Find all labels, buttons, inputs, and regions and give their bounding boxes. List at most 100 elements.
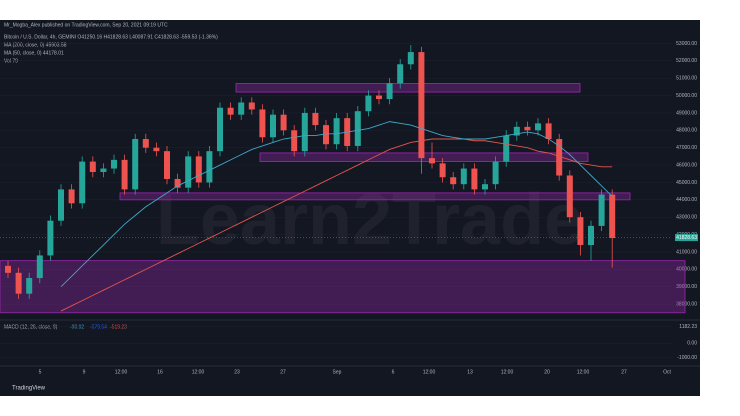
y-tick-label: 41000.00 <box>676 249 697 255</box>
x-tick-label: 16 <box>157 369 163 375</box>
candle-body <box>58 189 64 221</box>
candle-body <box>89 161 96 173</box>
candle-body <box>577 217 584 246</box>
candle-body <box>418 52 425 159</box>
candle-body <box>68 189 75 204</box>
watermark: Learn2Trade <box>156 180 584 260</box>
candle-body <box>280 114 287 131</box>
y-tick-label: 48000.00 <box>676 128 697 134</box>
macd-title: MACD (12, 26, close, 9) <box>4 324 58 330</box>
candle-body <box>333 118 340 145</box>
footer: TradingView <box>12 386 46 392</box>
x-tick-label: 5 <box>39 369 42 375</box>
candle-body <box>142 139 149 148</box>
candle-body <box>153 147 160 152</box>
candle-body <box>566 175 573 218</box>
macd-value: -579.54 <box>90 324 107 330</box>
candle-body <box>312 112 319 126</box>
macd-tick-label: -1000.00 <box>677 355 697 361</box>
zone <box>0 260 686 314</box>
candle-body <box>291 130 298 152</box>
candle-body <box>407 52 414 65</box>
candle-body <box>100 168 107 173</box>
ma-line <box>60 138 613 312</box>
y-tick-label: 45000.00 <box>676 180 697 186</box>
header: Mr_Mogba_Alex published on TradingView.c… <box>4 22 168 28</box>
candle-body <box>460 168 467 185</box>
candle-body <box>301 112 308 152</box>
x-tick-label: 12:00 <box>501 369 514 375</box>
candle-body <box>503 135 510 162</box>
zone <box>235 82 581 93</box>
macd-value: -90.92 <box>70 324 84 330</box>
legend-line: Vol 79 <box>4 58 18 64</box>
legend-line: MA (200, close, 0) 45903.58 <box>4 42 67 48</box>
candle-body <box>238 102 245 115</box>
x-tick-label: 9 <box>83 369 86 375</box>
x-tick-label: 12:00 <box>192 369 205 375</box>
x-tick-label: 20 <box>544 369 550 375</box>
candle-body <box>5 265 11 273</box>
macd-tick-label: 1182.23 <box>679 324 697 330</box>
candle-body <box>26 278 33 294</box>
y-tick-label: 49000.00 <box>676 110 697 116</box>
legend-line: Bitcoin / U.S. Dollar, 4h, GEMINI O41250… <box>4 34 218 40</box>
candle-body <box>217 107 223 152</box>
candle-body <box>397 64 404 84</box>
candle-body <box>492 161 499 185</box>
candle-body <box>450 177 457 185</box>
candle-body <box>376 95 382 100</box>
x-tick-label: 6 <box>392 369 395 375</box>
x-tick-label: 12:00 <box>577 369 590 375</box>
candle-body <box>439 163 446 178</box>
legend-line: MA (50, close, 0) 44178.01 <box>4 50 64 56</box>
candle-body <box>248 102 255 110</box>
macd-value: -519.23 <box>110 324 127 330</box>
ma-line <box>60 121 613 288</box>
candle-body <box>79 161 86 204</box>
candle-body <box>354 111 361 146</box>
x-tick-label: Oct <box>663 369 671 375</box>
y-tick-label: 44000.00 <box>676 197 697 203</box>
x-tick-label: 12:00 <box>115 369 128 375</box>
y-tick-label: 53000.00 <box>676 41 697 47</box>
candle-body <box>259 109 266 138</box>
candle-body <box>15 272 22 294</box>
candle-body <box>556 139 563 176</box>
candle-body <box>270 114 276 138</box>
candle-body <box>174 178 181 188</box>
candle-body <box>429 158 435 164</box>
x-tick-label: 23 <box>234 369 240 375</box>
candle-body <box>365 95 372 112</box>
candle-body <box>545 123 552 140</box>
y-tick-label: 39000.00 <box>676 284 697 290</box>
candle-body <box>164 151 170 179</box>
last-price-label: 41828.63 <box>676 235 697 241</box>
macd-tick-label: 0.00 <box>687 341 697 347</box>
x-tick-label: 12:00 <box>423 369 436 375</box>
y-tick-label: 47000.00 <box>676 145 697 151</box>
candle-body <box>206 151 213 183</box>
candle-body <box>535 123 541 131</box>
y-tick-label: 43000.00 <box>676 215 697 221</box>
y-tick-label: 46000.00 <box>676 162 697 168</box>
x-tick-label: 27 <box>280 369 286 375</box>
candle-body <box>227 107 234 115</box>
y-tick-label: 40000.00 <box>676 267 697 273</box>
candle-body <box>111 159 117 169</box>
candle-body <box>47 220 54 256</box>
last-price-box <box>675 234 698 242</box>
candle-body <box>132 139 139 190</box>
chart-bg <box>0 20 700 396</box>
candle-body <box>609 194 616 239</box>
candle-body <box>482 184 488 190</box>
candle-body <box>524 126 531 131</box>
candle-body <box>185 156 192 188</box>
candle-body <box>386 83 393 100</box>
zone <box>119 192 631 201</box>
x-tick-label: 13 <box>467 369 473 375</box>
candle-body <box>121 159 128 190</box>
candle-body <box>513 126 520 136</box>
candle-body <box>588 225 594 246</box>
